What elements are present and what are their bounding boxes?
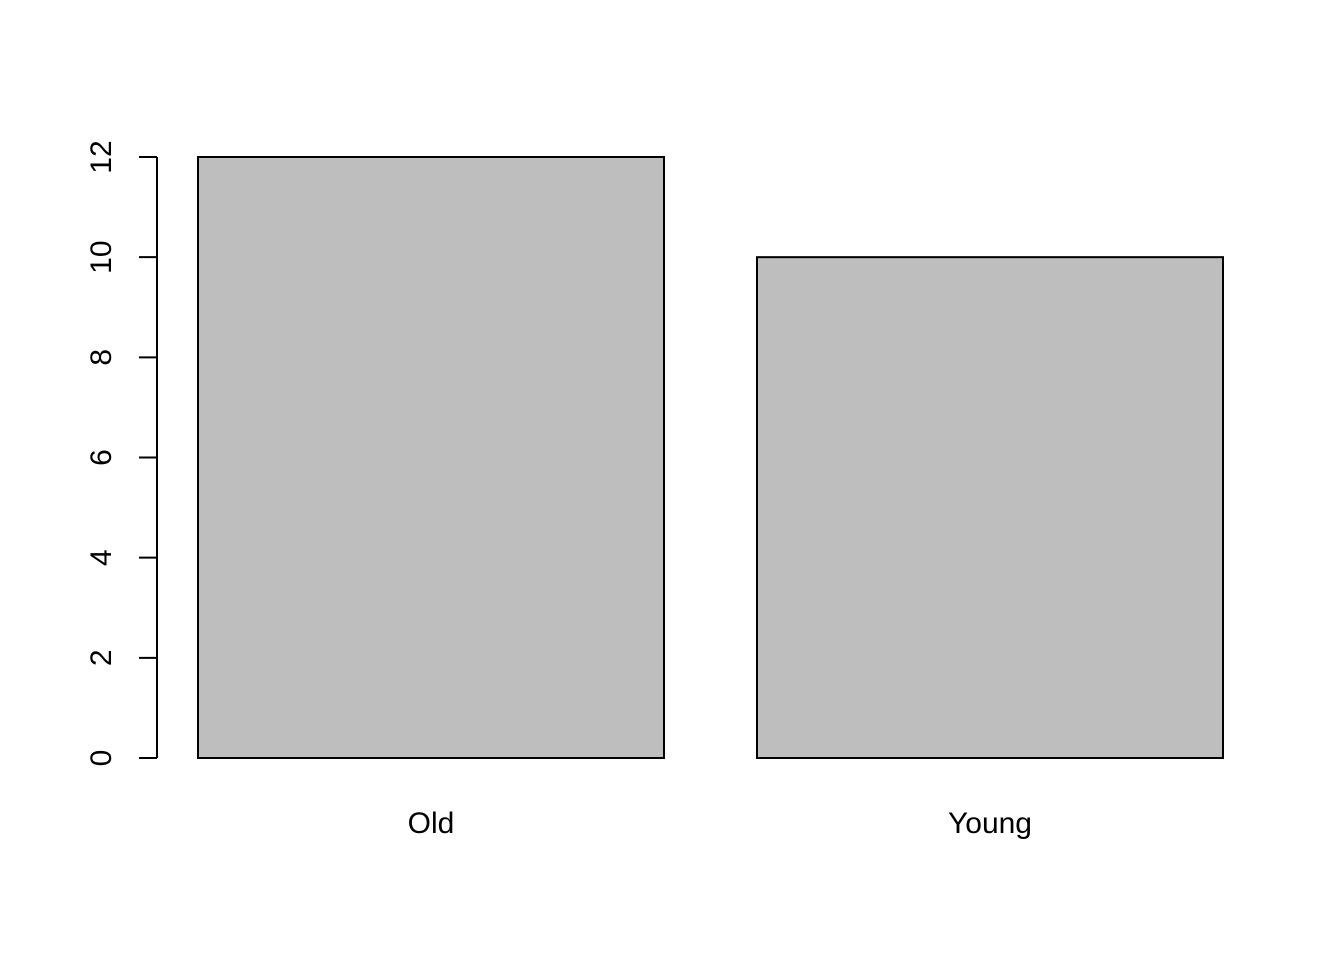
category-label-old: Old	[408, 807, 455, 840]
y-tick-label-12: 12	[85, 140, 118, 173]
bar-young	[756, 256, 1224, 759]
y-tick-label-0: 0	[85, 750, 118, 767]
y-tick-label-8: 8	[85, 349, 118, 366]
y-tick-label-4: 4	[85, 549, 118, 566]
category-labels-group: Old Young	[408, 807, 1032, 840]
y-tick-label-10: 10	[85, 240, 118, 273]
y-tick-label-2: 2	[85, 649, 118, 666]
bar-old	[197, 156, 665, 759]
category-label-young: Young	[948, 807, 1032, 840]
y-tick-label-6: 6	[85, 449, 118, 466]
bars-group	[197, 156, 1224, 759]
y-axis: 0 2 4 6 8 10 12	[85, 140, 158, 767]
